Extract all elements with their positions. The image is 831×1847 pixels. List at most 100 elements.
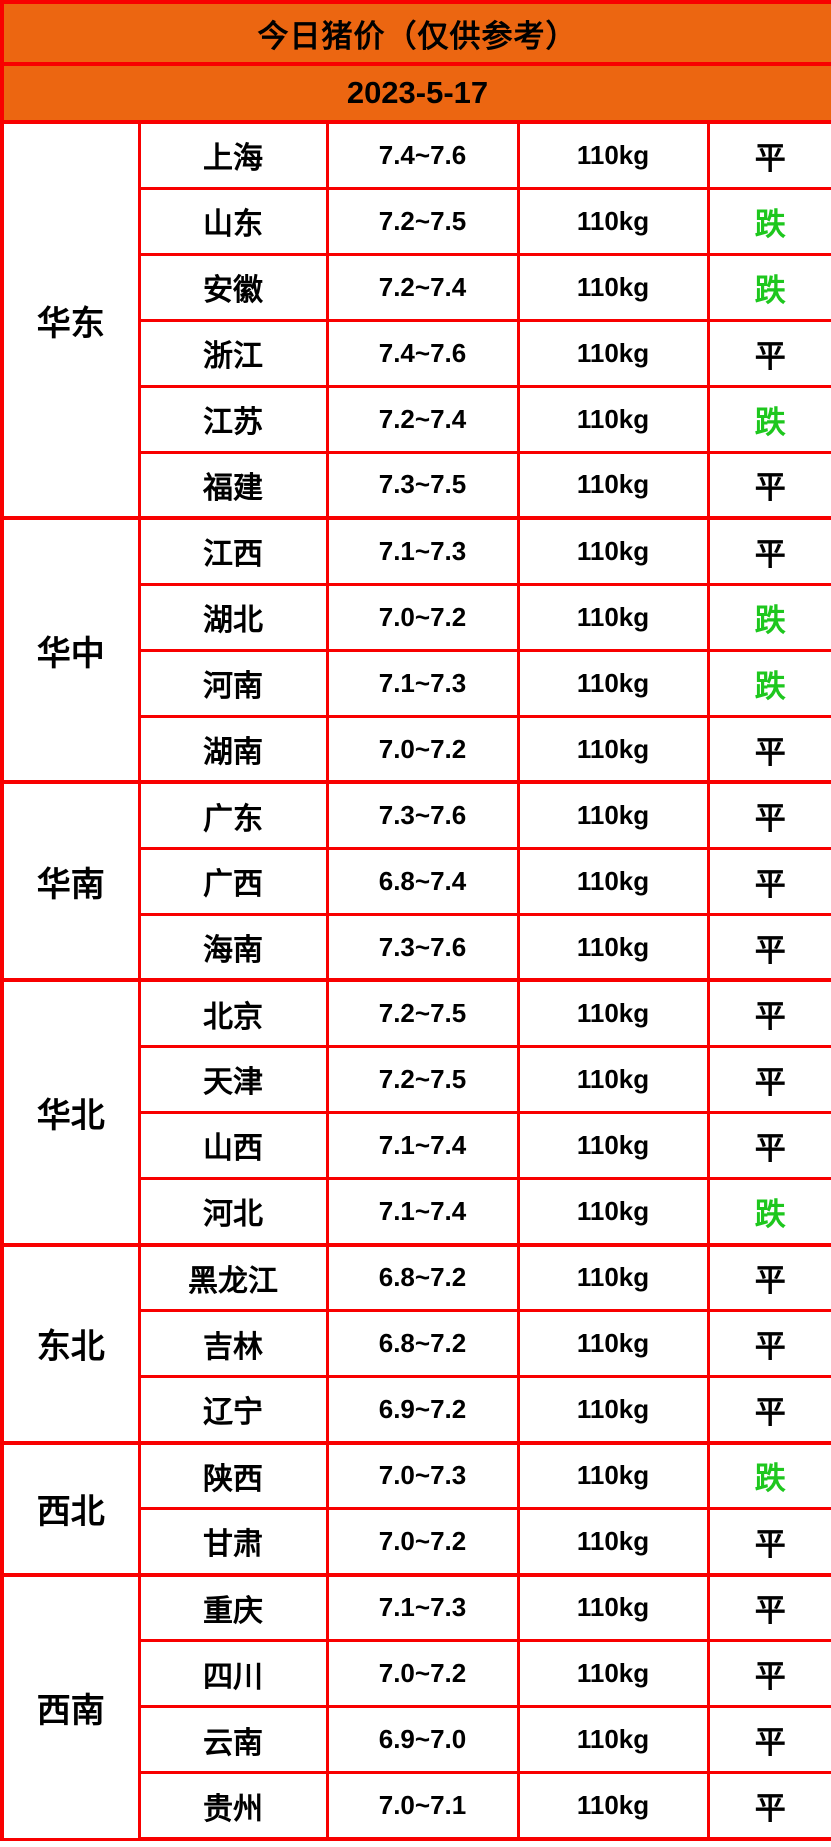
weight-cell: 110kg <box>516 318 710 388</box>
status-cell: 平 <box>706 1110 831 1181</box>
price-cell: 7.3~7.6 <box>325 912 520 982</box>
weight-cell: 110kg <box>516 912 710 982</box>
table-row: 安徽 7.2~7.4 110kg 跌 <box>2 252 831 322</box>
weight-cell: 110kg <box>516 1572 710 1643</box>
status-cell: 跌 <box>706 1440 831 1511</box>
status-cell: 跌 <box>706 1176 831 1247</box>
weight-cell: 110kg <box>516 780 710 850</box>
province-cell: 江苏 <box>137 384 329 454</box>
province-cell: 湖南 <box>137 714 329 784</box>
price-cell: 6.8~7.2 <box>325 1309 520 1379</box>
table-row: 福建 7.3~7.5 110kg 平 <box>2 450 831 520</box>
status-cell: 平 <box>706 1771 831 1842</box>
price-cell: 7.2~7.5 <box>325 1044 520 1114</box>
weight-cell: 110kg <box>516 1705 710 1775</box>
province-cell: 黑龙江 <box>137 1242 329 1313</box>
table-row: 河北 7.1~7.4 110kg 跌 <box>2 1176 831 1247</box>
province-cell: 云南 <box>137 1705 329 1775</box>
province-cell: 江西 <box>137 516 329 586</box>
region-cell: 华东 <box>0 119 141 520</box>
table-row: 江苏 7.2~7.4 110kg 跌 <box>2 384 831 454</box>
table-row: 四川 7.0~7.2 110kg 平 <box>2 1639 831 1709</box>
price-cell: 7.3~7.6 <box>325 780 520 850</box>
price-cell: 7.2~7.5 <box>325 186 520 256</box>
table-row: 西南 重庆 7.1~7.3 110kg 平 <box>0 1572 831 1841</box>
weight-cell: 110kg <box>516 516 710 586</box>
status-cell: 平 <box>706 1375 831 1445</box>
table-row: 广西 6.8~7.4 110kg 平 <box>2 846 831 916</box>
date-row: 2023-5-17 <box>0 62 831 124</box>
weight-cell: 110kg <box>516 1242 710 1313</box>
price-cell: 6.8~7.4 <box>325 846 520 916</box>
weight-cell: 110kg <box>516 582 710 652</box>
status-cell: 平 <box>706 1507 831 1577</box>
status-cell: 平 <box>706 714 831 784</box>
table-row: 湖南 7.0~7.2 110kg 平 <box>2 714 831 784</box>
weight-cell: 110kg <box>516 1507 710 1577</box>
province-cell: 河南 <box>137 648 329 718</box>
price-cell: 7.4~7.6 <box>325 119 520 190</box>
weight-cell: 110kg <box>516 1639 710 1709</box>
price-cell: 7.0~7.2 <box>325 582 520 652</box>
status-cell: 平 <box>706 978 831 1048</box>
price-cell: 6.9~7.2 <box>325 1375 520 1445</box>
weight-cell: 110kg <box>516 119 710 190</box>
weight-cell: 110kg <box>516 978 710 1048</box>
table-row: 海南 7.3~7.6 110kg 平 <box>2 912 831 982</box>
province-cell: 北京 <box>137 978 329 1048</box>
price-cell: 7.1~7.4 <box>325 1176 520 1247</box>
price-cell: 7.1~7.4 <box>325 1110 520 1181</box>
price-cell: 7.0~7.2 <box>325 1507 520 1577</box>
weight-cell: 110kg <box>516 714 710 784</box>
price-cell: 7.2~7.4 <box>325 252 520 322</box>
weight-cell: 110kg <box>516 186 710 256</box>
province-cell: 陕西 <box>137 1440 329 1511</box>
status-cell: 跌 <box>706 384 831 454</box>
price-cell: 7.0~7.2 <box>325 1639 520 1709</box>
price-cell: 6.9~7.0 <box>325 1705 520 1775</box>
status-cell: 跌 <box>706 648 831 718</box>
status-cell: 平 <box>706 318 831 388</box>
title-row: 今日猪价（仅供参考） <box>0 0 831 66</box>
status-cell: 跌 <box>706 186 831 256</box>
status-cell: 跌 <box>706 582 831 652</box>
region-cell: 西南 <box>0 1572 141 1841</box>
weight-cell: 110kg <box>516 846 710 916</box>
region-cell: 东北 <box>0 1242 141 1445</box>
weight-cell: 110kg <box>516 1440 710 1511</box>
status-cell: 平 <box>706 1572 831 1643</box>
weight-cell: 110kg <box>516 1309 710 1379</box>
status-cell: 平 <box>706 912 831 982</box>
price-cell: 7.2~7.4 <box>325 384 520 454</box>
province-cell: 海南 <box>137 912 329 982</box>
province-cell: 福建 <box>137 450 329 520</box>
province-cell: 湖北 <box>137 582 329 652</box>
price-cell: 7.0~7.2 <box>325 714 520 784</box>
status-cell: 平 <box>706 780 831 850</box>
price-cell: 6.8~7.2 <box>325 1242 520 1313</box>
table-row: 山东 7.2~7.5 110kg 跌 <box>2 186 831 256</box>
weight-cell: 110kg <box>516 648 710 718</box>
table-row: 天津 7.2~7.5 110kg 平 <box>2 1044 831 1114</box>
table-row: 湖北 7.0~7.2 110kg 跌 <box>2 582 831 652</box>
table-row: 西北 陕西 7.0~7.3 110kg 跌 <box>0 1440 831 1577</box>
province-cell: 天津 <box>137 1044 329 1114</box>
status-cell: 平 <box>706 450 831 520</box>
table-row: 甘肃 7.0~7.2 110kg 平 <box>2 1507 831 1577</box>
weight-cell: 110kg <box>516 1375 710 1445</box>
province-cell: 河北 <box>137 1176 329 1247</box>
region-cell: 华南 <box>0 780 141 982</box>
table-row: 云南 6.9~7.0 110kg 平 <box>2 1705 831 1775</box>
status-cell: 平 <box>706 1639 831 1709</box>
price-cell: 7.0~7.1 <box>325 1771 520 1842</box>
price-cell: 7.0~7.3 <box>325 1440 520 1511</box>
region-cell: 华中 <box>0 516 141 784</box>
weight-cell: 110kg <box>516 1771 710 1842</box>
table-row: 华中 江西 7.1~7.3 110kg 平 <box>0 516 831 784</box>
weight-cell: 110kg <box>516 252 710 322</box>
date-label: 2023-5-17 <box>0 62 831 124</box>
weight-cell: 110kg <box>516 384 710 454</box>
province-cell: 广东 <box>137 780 329 850</box>
